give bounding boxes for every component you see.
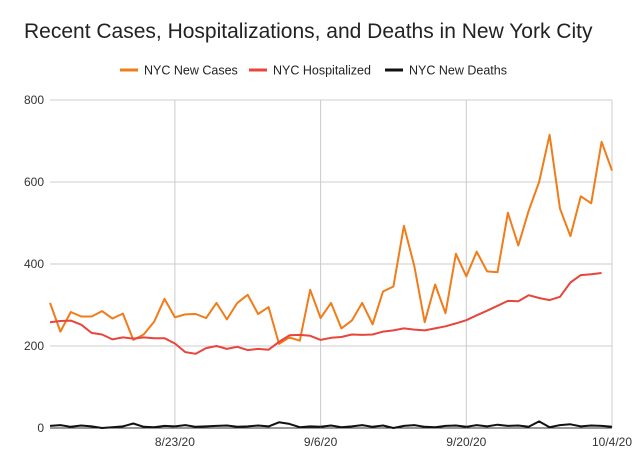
- y-tick-label: 600: [24, 175, 44, 189]
- series-line-nyc-hospitalized: [49, 272, 602, 355]
- y-tick-label: 400: [24, 257, 44, 271]
- y-tick-label: 0: [37, 421, 44, 435]
- x-tick-label: 8/23/20: [155, 435, 195, 449]
- legend-label: NYC New Deaths: [409, 64, 507, 78]
- series-line-nyc-new-cases: [49, 133, 613, 345]
- series-line-nyc-new-deaths: [49, 420, 613, 429]
- x-tick-label: 9/6/20: [304, 435, 338, 449]
- chart-title: Recent Cases, Hospitalizations, and Deat…: [24, 20, 593, 43]
- x-tick-label: 9/20/20: [446, 435, 486, 449]
- legend-label: NYC New Cases: [144, 64, 238, 78]
- x-tick-label: 10/4/20: [592, 435, 632, 449]
- y-tick-label: 200: [24, 339, 44, 353]
- legend-label: NYC Hospitalized: [273, 64, 371, 78]
- y-tick-label: 800: [24, 93, 44, 107]
